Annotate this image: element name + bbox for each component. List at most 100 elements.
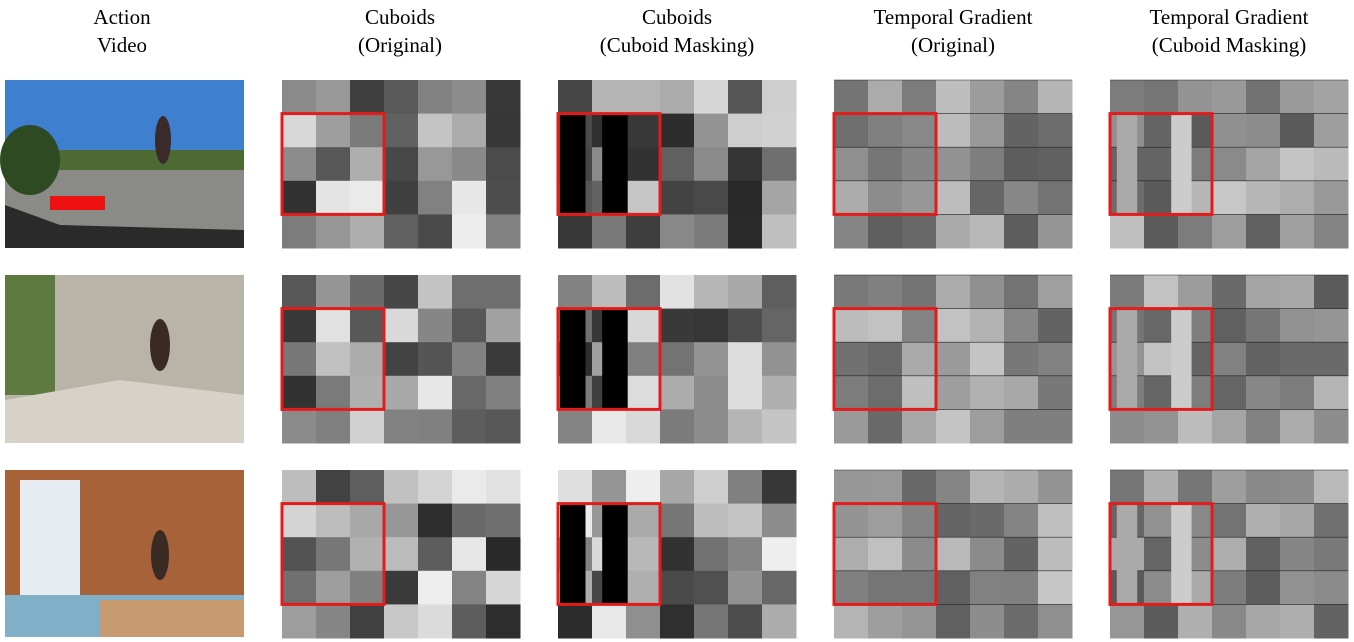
cuboid-tile bbox=[316, 409, 351, 443]
video-frame bbox=[0, 80, 244, 248]
cuboid-tile bbox=[486, 80, 521, 114]
cuboid-tile bbox=[1212, 214, 1247, 248]
action-video-frames bbox=[0, 80, 244, 637]
cuboid-tile bbox=[762, 537, 797, 571]
cuboid-tile bbox=[316, 147, 351, 181]
cuboid-tile bbox=[282, 342, 317, 376]
cuboid-tile bbox=[1314, 147, 1349, 181]
cuboid-tile bbox=[592, 409, 627, 443]
cuboid-tile bbox=[1314, 604, 1349, 638]
cuboid-tile bbox=[834, 114, 869, 148]
cuboid-tile bbox=[486, 275, 521, 309]
cuboid-tile bbox=[762, 114, 797, 148]
cuboid-tile bbox=[1246, 504, 1281, 538]
cuboid-tile bbox=[868, 80, 903, 114]
cuboid-tile bbox=[418, 537, 453, 571]
cuboid-tile bbox=[452, 571, 487, 605]
cuboid-tile bbox=[1038, 275, 1073, 309]
cuboid-tile bbox=[1038, 342, 1073, 376]
cuboid-tile bbox=[1212, 571, 1247, 605]
cuboid-tile bbox=[1314, 470, 1349, 504]
cuboid-tile bbox=[452, 275, 487, 309]
cuboid-tile bbox=[592, 275, 627, 309]
cuboid-tile bbox=[762, 214, 797, 248]
cuboid-tile bbox=[762, 504, 797, 538]
cuboid-tile bbox=[1246, 275, 1281, 309]
cuboid-tile bbox=[486, 376, 521, 410]
cuboid-tile bbox=[316, 80, 351, 114]
cuboid-tile bbox=[728, 309, 763, 343]
cuboid-tile bbox=[1280, 409, 1315, 443]
cuboid-tile bbox=[282, 604, 317, 638]
figure: ActionVideoCuboids(Original)Cuboids(Cubo… bbox=[0, 0, 1354, 642]
cuboid-tile bbox=[418, 604, 453, 638]
cuboid-tile bbox=[1178, 275, 1213, 309]
cuboid-tile bbox=[762, 342, 797, 376]
cuboid-tile bbox=[1038, 80, 1073, 114]
cuboid-tile bbox=[1004, 604, 1039, 638]
cuboid-tile bbox=[1144, 275, 1179, 309]
cuboid-tile bbox=[1280, 504, 1315, 538]
cuboid-tile bbox=[694, 537, 729, 571]
cuboid-tile bbox=[452, 604, 487, 638]
cuboid-tile bbox=[902, 571, 937, 605]
cuboid-tile bbox=[694, 604, 729, 638]
cuboid-tile bbox=[970, 114, 1005, 148]
cuboid-tile bbox=[1038, 181, 1073, 215]
cuboid-tile bbox=[1246, 214, 1281, 248]
cuboid-tile bbox=[486, 470, 521, 504]
cuboid-tile bbox=[1280, 470, 1315, 504]
cuboid-tile bbox=[452, 147, 487, 181]
cuboid-tile bbox=[1212, 275, 1247, 309]
cuboid-tile bbox=[1212, 409, 1247, 443]
cuboid-tile bbox=[1314, 409, 1349, 443]
cuboid-tile bbox=[282, 504, 317, 538]
cuboid-tile bbox=[868, 409, 903, 443]
cuboid-tile bbox=[1212, 80, 1247, 114]
cuboid-tile bbox=[626, 181, 661, 215]
cuboid-tile bbox=[1280, 376, 1315, 410]
cuboid-tile bbox=[1038, 214, 1073, 248]
cuboid-tile bbox=[1004, 114, 1039, 148]
cuboid-tile bbox=[728, 376, 763, 410]
cuboid-tile bbox=[418, 309, 453, 343]
cuboid-tile bbox=[970, 470, 1005, 504]
cuboid-tile bbox=[350, 214, 385, 248]
cuboid-tile bbox=[282, 537, 317, 571]
cuboid-tile bbox=[936, 537, 971, 571]
cuboid-tile bbox=[902, 376, 937, 410]
cuboid-tile bbox=[868, 571, 903, 605]
cuboid-tile bbox=[970, 342, 1005, 376]
cuboid-tile bbox=[970, 409, 1005, 443]
cuboid-tile bbox=[1004, 504, 1039, 538]
cuboid-tile bbox=[1144, 604, 1179, 638]
cuboid-grid bbox=[558, 80, 797, 249]
mask-stripe bbox=[560, 309, 586, 410]
mask-stripe bbox=[560, 114, 586, 215]
cuboid-tile bbox=[1178, 409, 1213, 443]
cuboid-tile bbox=[558, 214, 593, 248]
cuboid-grid bbox=[1110, 275, 1349, 444]
cuboid-tile bbox=[728, 214, 763, 248]
cuboid-tile bbox=[418, 80, 453, 114]
cuboid-tile bbox=[868, 537, 903, 571]
cuboid-tile bbox=[1004, 214, 1039, 248]
cuboid-tile bbox=[1212, 376, 1247, 410]
cuboid-tile bbox=[282, 376, 317, 410]
cuboid-tile bbox=[728, 342, 763, 376]
cuboid-tile bbox=[660, 80, 695, 114]
cuboid-tile bbox=[728, 147, 763, 181]
cuboid-tile bbox=[384, 214, 419, 248]
cuboid-tile bbox=[694, 275, 729, 309]
cuboid-tile bbox=[1110, 214, 1145, 248]
cuboid-tile bbox=[936, 604, 971, 638]
cuboid-tile bbox=[1038, 537, 1073, 571]
cuboid-tile bbox=[558, 275, 593, 309]
cuboid-tile bbox=[626, 470, 661, 504]
cuboid-tile bbox=[282, 571, 317, 605]
cuboid-tile bbox=[316, 571, 351, 605]
cuboid-tile bbox=[316, 214, 351, 248]
cuboid-tile bbox=[418, 504, 453, 538]
cuboid-tile bbox=[350, 309, 385, 343]
cuboid-tile bbox=[384, 309, 419, 343]
